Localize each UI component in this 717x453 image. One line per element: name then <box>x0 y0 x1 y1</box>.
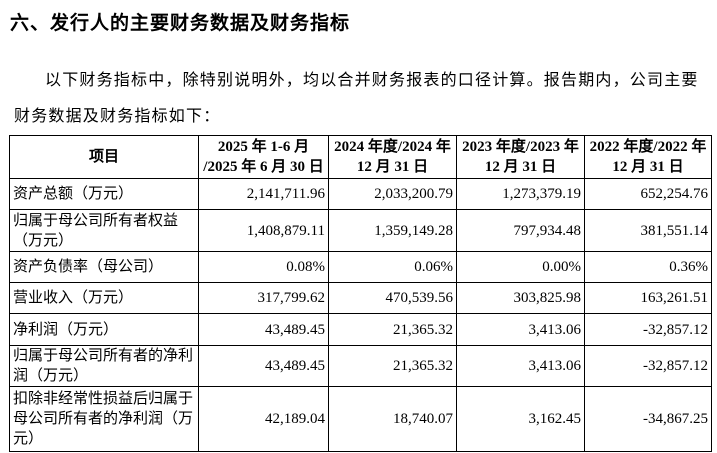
table-cell: 0.06% <box>328 251 457 283</box>
table-row: 扣除非经常性损益后归属于母公司所有者的净利润（万元） 42,189.04 18,74… <box>9 386 712 452</box>
column-header: 项目 <box>9 135 199 179</box>
table-row: 资产负债率（母公司） 0.08% 0.06% 0.00% 0.36% <box>9 251 712 283</box>
table-cell: 43,489.45 <box>198 313 329 346</box>
row-label: 资产负债率（母公司） <box>9 251 199 283</box>
table-cell: 0.08% <box>198 251 329 283</box>
column-header: 2025 年 1-6 月 /2025 年 6 月 30 日 <box>198 135 329 179</box>
column-header: 2024 年度/2024 年 12 月 31 日 <box>328 135 457 179</box>
table-cell: 3,413.06 <box>456 313 585 346</box>
table-row: 归属于母公司所有者权益（万元） 1,408,879.11 1,359,149.28 7… <box>9 209 712 252</box>
row-label: 营业收入（万元） <box>9 282 199 314</box>
table-cell: 1,273,379.19 <box>456 178 585 210</box>
table-row: 资产总额（万元） 2,141,711.96 2,033,200.79 1,273,37… <box>9 178 712 210</box>
row-label: 归属于母公司所有者的净利润（万元） <box>9 345 199 387</box>
table-cell: 21,365.32 <box>328 313 457 346</box>
table-cell: 303,825.98 <box>456 282 585 314</box>
intro-paragraph: 以下财务指标中，除特别说明外，均以合并财务报表的口径计算。报告期内，公司主要财务… <box>14 70 699 125</box>
table-cell: 43,489.45 <box>198 345 329 387</box>
table-cell: 2,141,711.96 <box>198 178 329 210</box>
table-cell: 21,365.32 <box>328 345 457 387</box>
section-title: 六、发行人的主要财务数据及财务指标 <box>10 12 351 34</box>
table-row: 营业收入（万元） 317,799.62 470,539.56 303,825.98 16… <box>9 282 712 314</box>
financial-data-table: 项目 2025 年 1-6 月 /2025 年 6 月 30 日 2024 年度/2… <box>9 135 712 452</box>
column-header: 2022 年度/2022 年 12 月 31 日 <box>584 135 712 179</box>
table-cell: 317,799.62 <box>198 282 329 314</box>
table-cell: 3,162.45 <box>456 386 585 452</box>
row-label: 归属于母公司所有者权益（万元） <box>9 209 199 252</box>
table-cell: 18,740.07 <box>328 386 457 452</box>
row-label: 净利润（万元） <box>9 313 199 346</box>
table-cell: 797,934.48 <box>456 209 585 252</box>
table-cell: 470,539.56 <box>328 282 457 314</box>
table-cell: 0.00% <box>456 251 585 283</box>
row-label: 资产总额（万元） <box>9 178 199 210</box>
column-header: 2023 年度/2023 年 12 月 31 日 <box>456 135 585 179</box>
table-cell: 652,254.76 <box>584 178 712 210</box>
table-cell: 2,033,200.79 <box>328 178 457 210</box>
table-row: 归属于母公司所有者的净利润（万元） 43,489.45 21,365.32 3,413… <box>9 345 712 387</box>
table-cell: 0.36% <box>584 251 712 283</box>
table-row: 净利润（万元） 43,489.45 21,365.32 3,413.06 -32,857… <box>9 313 712 346</box>
table-cell: 163,261.51 <box>584 282 712 314</box>
table-cell: 3,413.06 <box>456 345 585 387</box>
table-cell: -34,867.25 <box>584 386 712 452</box>
table-cell: -32,857.12 <box>584 345 712 387</box>
table-cell: 1,408,879.11 <box>198 209 329 252</box>
table-cell: 381,551.14 <box>584 209 712 252</box>
table-cell: 1,359,149.28 <box>328 209 457 252</box>
table-cell: -32,857.12 <box>584 313 712 346</box>
row-label: 扣除非经常性损益后归属于母公司所有者的净利润（万元） <box>9 386 199 452</box>
table-cell: 42,189.04 <box>198 386 329 452</box>
